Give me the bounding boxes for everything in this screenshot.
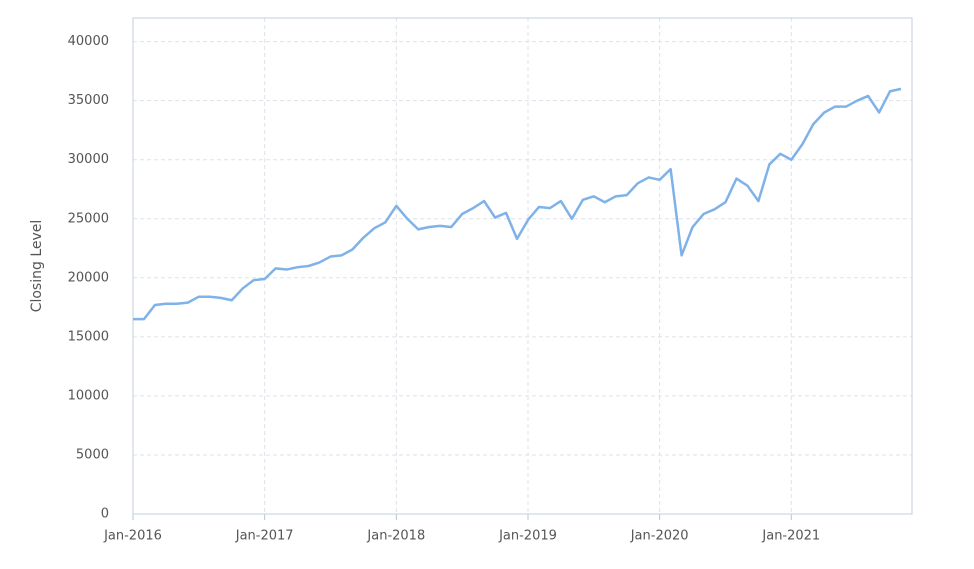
plot-frame (132, 17, 913, 515)
x-tick-label: Jan-2018 (366, 529, 425, 544)
x-tick-label: Jan-2021 (761, 529, 820, 544)
y-tick-label: 10000 (68, 388, 109, 403)
y-tick-label: 0 (101, 507, 109, 522)
x-tick-label: Jan-2019 (498, 529, 557, 544)
x-tick-label: Jan-2016 (103, 529, 162, 544)
y-tick-label: 40000 (68, 34, 109, 49)
line-series (133, 87, 902, 321)
y-tick-label: 35000 (68, 93, 109, 108)
y-tick-label: 5000 (76, 447, 109, 462)
y-tick-label: 15000 (68, 329, 109, 344)
y-tick-label: 20000 (68, 270, 109, 285)
x-tick-label: Jan-2017 (235, 529, 294, 544)
y-tick-label: 30000 (68, 152, 109, 167)
y-tick-label: 25000 (68, 211, 109, 226)
y-axis-title: Closing Level (29, 220, 45, 313)
x-tick-label: Jan-2020 (630, 529, 689, 544)
